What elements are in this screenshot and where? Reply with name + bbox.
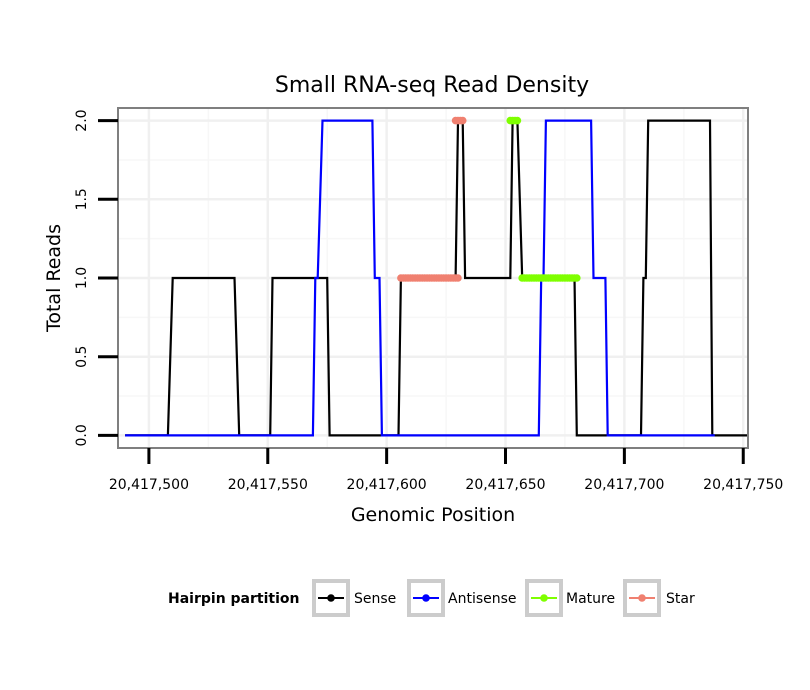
x-tick-label: 20,417,750 [703,477,783,493]
x-axis: 20,417,500 20,417,550 20,417,600 20,417,650… [109,448,783,493]
y-tick-label: 2.0 [74,109,90,131]
y-tick-label: 0.0 [74,424,90,446]
x-tick-label: 20,417,650 [465,477,545,493]
series-antisense-line [125,119,715,437]
grid-lines [118,108,748,448]
legend-label: Sense [354,591,396,607]
x-tick-label: 20,417,550 [228,477,308,493]
legend-label: Star [666,591,695,607]
legend-key-point [540,594,548,602]
legend-item-sense: Sense [312,579,396,617]
series-mature-point [573,274,581,282]
series-star-point [458,116,467,125]
y-tick-label: 1.0 [74,267,90,289]
y-axis: 0.0 0.5 1.0 1.5 2.0 [74,109,118,447]
legend-item-antisense: Antisense [407,579,517,617]
series-mature-point [513,116,522,125]
legend-key-point [638,594,646,602]
legend-item-mature: Mature [525,579,615,617]
x-axis-title: Genomic Position [351,504,515,526]
legend-key-point [327,594,335,602]
y-axis-title: Total Reads [43,224,65,333]
legend-label: Antisense [448,591,517,607]
x-tick-label: 20,417,500 [109,477,189,493]
legend-label: Mature [566,591,615,607]
y-tick-label: 0.5 [74,346,90,368]
legend-key-point [422,594,430,602]
legend: Hairpin partition Sense Antisense Mature St… [168,579,695,617]
x-tick-label: 20,417,600 [347,477,427,493]
series-layer [125,116,748,437]
chart-title: Small RNA-seq Read Density [275,73,589,98]
series-star-point [454,274,462,282]
y-tick-label: 1.5 [74,188,90,210]
legend-title: Hairpin partition [168,591,299,607]
x-tick-label: 20,417,700 [584,477,664,493]
legend-item-star: Star [623,579,695,617]
